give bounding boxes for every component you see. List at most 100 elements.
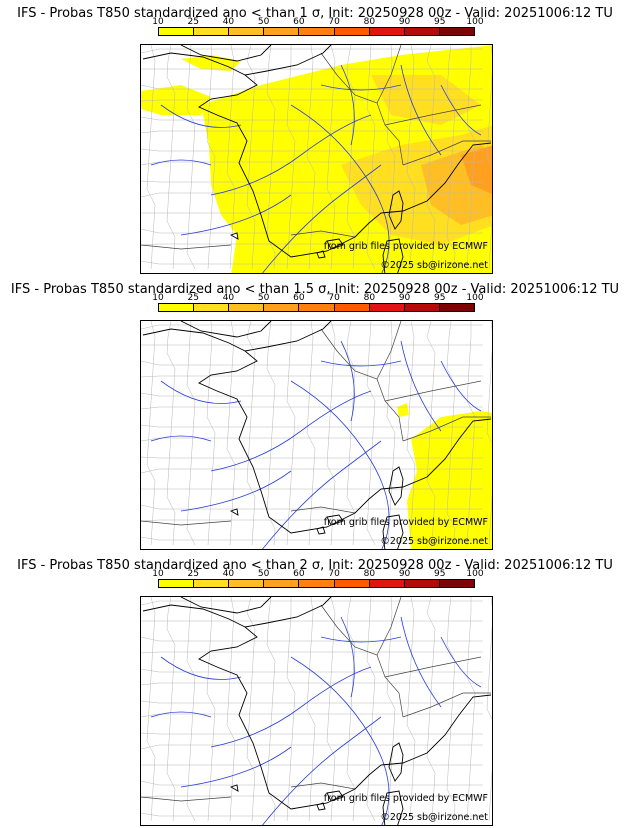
admin-boundary — [386, 597, 396, 822]
admin-boundary — [306, 321, 316, 546]
panel-2-copyright: ©2025 sb@irizone.net — [380, 536, 488, 547]
river — [320, 360, 402, 367]
admin-boundary — [186, 597, 196, 822]
admin-boundary — [226, 597, 236, 822]
probability-area — [397, 403, 409, 417]
river — [160, 656, 242, 680]
coastline — [142, 604, 492, 810]
coastline — [316, 526, 326, 535]
admin-boundary — [486, 321, 492, 546]
panel-3-source-credit: from grib files provided by ECMWF — [323, 793, 488, 804]
admin-boundary — [141, 260, 483, 265]
country-border — [384, 104, 482, 126]
colorbar-segment — [194, 304, 230, 311]
coastline — [244, 45, 332, 76]
colorbar-tick-label: 80 — [363, 17, 376, 27]
admin-boundary — [426, 45, 436, 270]
coastline — [326, 514, 344, 526]
river — [440, 636, 482, 688]
river — [180, 194, 292, 236]
panel-3-copyright: ©2025 sb@irizone.net — [380, 812, 488, 823]
colorbar-segment — [439, 304, 474, 311]
river — [400, 340, 442, 432]
admin-boundary — [141, 812, 483, 817]
panel-1-colorbar-ticks: 10 25 40 50 60 70 80 90 95 100 — [152, 17, 483, 27]
river — [150, 711, 212, 718]
admin-boundary — [141, 243, 483, 246]
admin-boundary — [141, 456, 483, 459]
colorbar-segment — [159, 304, 195, 311]
admin-boundary — [141, 668, 483, 673]
panel-2-title: IFS - Probas T850 standardized ano < tha… — [10, 282, 620, 297]
admin-boundary — [466, 597, 476, 822]
admin-boundary — [141, 636, 483, 642]
colorbar-tick-label: 25 — [187, 17, 199, 27]
admin-boundary — [266, 597, 276, 822]
admin-boundary — [141, 148, 483, 152]
country-border — [402, 140, 491, 166]
admin-boundary — [326, 321, 336, 546]
admin-boundary — [306, 45, 316, 270]
river — [290, 380, 390, 549]
colorbar-tick-label: 40 — [222, 17, 235, 27]
river — [180, 470, 292, 512]
colorbar-tick-label: 90 — [398, 569, 411, 579]
colorbar-segment — [404, 580, 440, 587]
admin-boundary — [366, 45, 376, 270]
admin-boundary — [286, 321, 296, 546]
admin-boundary — [146, 321, 156, 546]
country-border — [290, 506, 356, 514]
admin-boundary — [246, 321, 256, 546]
country-border — [376, 597, 402, 656]
panel-3: IFS - Probas T850 standardized ano < tha… — [0, 552, 630, 828]
colorbar-segment — [229, 580, 265, 587]
country-border — [402, 692, 491, 718]
colorbar-tick-label: 90 — [398, 293, 411, 303]
admin-boundary — [226, 321, 236, 546]
admin-boundary — [141, 780, 483, 786]
colorbar-tick-label: 50 — [257, 569, 270, 579]
colorbar-segment — [404, 304, 440, 311]
admin-boundary — [141, 682, 483, 686]
country-border — [141, 796, 232, 802]
colorbar-tick-label: 95 — [434, 293, 446, 303]
admin-boundary — [141, 228, 483, 234]
coastline — [382, 238, 404, 273]
river — [210, 666, 372, 748]
coastline — [316, 802, 326, 811]
admin-boundary — [306, 597, 316, 822]
admin-boundary — [286, 597, 296, 822]
admin-boundary — [246, 45, 256, 270]
admin-boundary — [141, 744, 483, 750]
colorbar-tick-label: 25 — [187, 569, 199, 579]
colorbar-segment — [369, 304, 405, 311]
panel-3-title: IFS - Probas T850 standardized ano < tha… — [17, 558, 613, 573]
colorbar-segment — [439, 580, 474, 587]
panel-2: IFS - Probas T850 standardized ano < tha… — [0, 276, 630, 552]
colorbar-segment — [439, 28, 474, 35]
admin-boundary — [486, 45, 492, 270]
coastline — [142, 328, 492, 534]
river — [210, 390, 372, 472]
country-border — [402, 416, 491, 442]
admin-boundary — [386, 321, 396, 546]
colorbar-segment — [229, 304, 265, 311]
admin-boundary — [141, 504, 483, 510]
admin-boundary — [141, 48, 483, 54]
admin-boundary — [141, 536, 483, 541]
panel-3-colorbar-ticks: 10 25 40 50 60 70 80 90 95 100 — [152, 569, 483, 579]
river — [290, 656, 390, 825]
admin-boundary — [246, 597, 256, 822]
admin-boundary — [226, 45, 236, 270]
colorbar-tick-label: 95 — [434, 569, 446, 579]
country-border — [141, 244, 232, 250]
panel-1-map: from grib files provided by ECMWF ©2025 … — [140, 44, 493, 274]
coastline — [326, 238, 344, 250]
river — [150, 159, 212, 166]
colorbar-tick-label: 100 — [466, 293, 484, 303]
colorbar-tick-label: 25 — [187, 293, 199, 303]
country-border — [384, 380, 482, 402]
colorbar-segment — [159, 28, 195, 35]
admin-boundary — [426, 597, 436, 822]
coastline — [180, 45, 272, 62]
